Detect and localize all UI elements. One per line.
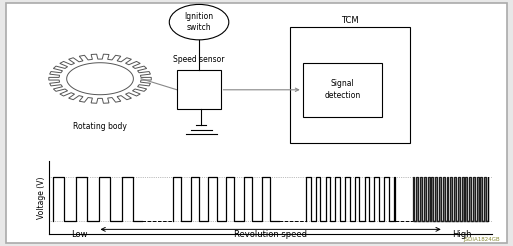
Text: Rotating body: Rotating body bbox=[73, 122, 127, 131]
FancyBboxPatch shape bbox=[177, 70, 221, 109]
FancyBboxPatch shape bbox=[6, 3, 507, 243]
Text: Signal
detection: Signal detection bbox=[324, 79, 361, 100]
Text: JSDIA1824GB: JSDIA1824GB bbox=[464, 237, 500, 242]
FancyBboxPatch shape bbox=[303, 63, 382, 117]
Polygon shape bbox=[49, 54, 151, 103]
Y-axis label: Voltage (V): Voltage (V) bbox=[37, 176, 46, 219]
Text: TCM: TCM bbox=[341, 15, 359, 25]
Polygon shape bbox=[412, 177, 488, 221]
Text: Revolution speed: Revolution speed bbox=[234, 230, 307, 239]
Polygon shape bbox=[67, 63, 133, 95]
Text: Speed sensor: Speed sensor bbox=[173, 55, 225, 64]
Text: High: High bbox=[451, 230, 471, 239]
FancyBboxPatch shape bbox=[290, 27, 410, 143]
Text: Low: Low bbox=[71, 230, 88, 239]
Ellipse shape bbox=[169, 4, 229, 40]
Text: Ignition
switch: Ignition switch bbox=[185, 12, 213, 32]
